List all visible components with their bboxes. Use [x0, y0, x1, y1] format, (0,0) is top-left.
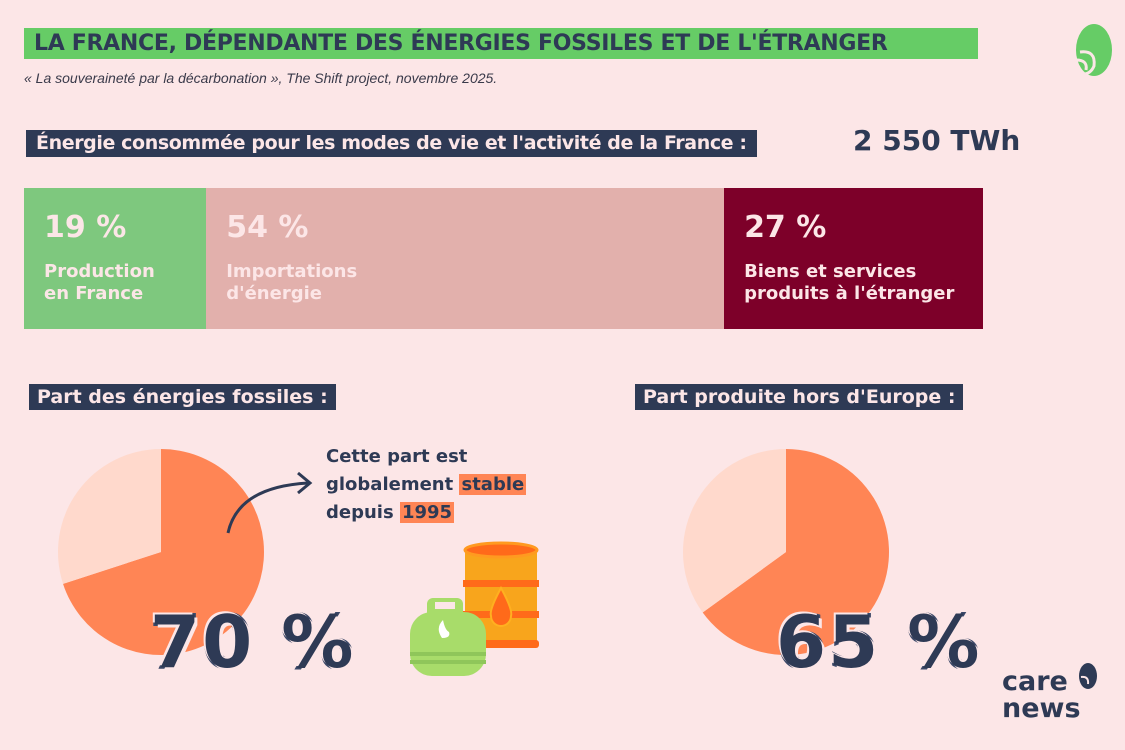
pie-slice: [702, 449, 889, 655]
note-text: globalement: [326, 474, 460, 495]
non-europe-share-pie: [683, 449, 889, 655]
logo-line: news: [1002, 693, 1081, 724]
segment-label-line: d'énergie: [226, 283, 322, 304]
carenews-logo-mark-icon: [1079, 663, 1097, 689]
page-title: LA FRANCE, DÉPENDANTE DES ÉNERGIES FOSSI…: [24, 28, 978, 59]
segment-label-line: Importations: [226, 261, 358, 282]
note-highlight-year: 1995: [399, 502, 455, 523]
energy-consumed-value: 2 550 TWh: [853, 124, 1021, 157]
non-europe-share-value: 65 %: [774, 599, 982, 686]
carenews-logo-text: care news: [1002, 668, 1081, 722]
bar-segment: 54 % Importations d'énergie: [206, 188, 725, 329]
energy-breakdown-bar: 19 % Production en France 54 % Importations d…: [24, 188, 983, 329]
segment-label: Biens et services produits à l'étranger: [744, 261, 983, 305]
source-citation: « La souveraineté par la décarbonation »…: [24, 70, 498, 86]
segment-label-line: produits à l'étranger: [744, 283, 955, 304]
bar-segment: 27 % Biens et services produits à l'étrang…: [724, 188, 983, 329]
bar-segment: 19 % Production en France: [24, 188, 207, 329]
note-highlight-stable: stable: [459, 474, 527, 495]
segment-percent: 54 %: [226, 210, 309, 245]
fossil-share-pie: [57, 449, 264, 655]
logo-line: care: [1002, 666, 1068, 697]
segment-percent: 19 %: [44, 210, 127, 245]
segment-label: Production en France: [44, 261, 206, 305]
carenews-logo-icon: [1075, 24, 1112, 76]
note-text: depuis: [326, 502, 400, 523]
segment-percent: 27 %: [744, 210, 827, 245]
segment-label-line: Production: [44, 261, 155, 282]
pie-slice: [57, 449, 161, 584]
pie-slice: [683, 449, 786, 613]
pie-slice: [63, 449, 264, 655]
fuel-barrel-and-gas-tank-icon: [410, 541, 539, 676]
segment-label-line: en France: [44, 283, 144, 304]
stability-note: Cette part est globalement stable depuis…: [326, 443, 527, 527]
note-text: Cette part est: [326, 446, 468, 467]
curved-arrow-icon: [226, 471, 313, 534]
non-europe-share-heading: Part produite hors d'Europe :: [635, 384, 964, 410]
segment-label-line: Biens et services: [744, 261, 917, 282]
fossil-share-heading: Part des énergies fossiles :: [29, 384, 336, 410]
energy-consumed-label: Énergie consommée pour les modes de vie …: [26, 130, 757, 157]
segment-label: Importations d'énergie: [226, 261, 724, 305]
fossil-share-value: 70 %: [148, 599, 356, 686]
